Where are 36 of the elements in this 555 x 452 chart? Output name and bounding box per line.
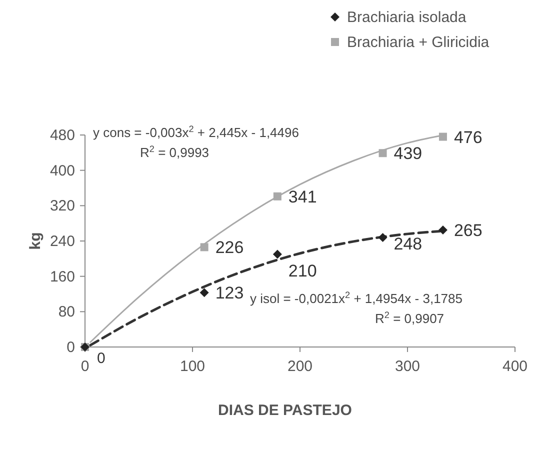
point [273,192,282,200]
x-tick-label: 0 [80,358,90,375]
x-tick-label: 400 [502,358,528,375]
y-tick-label: 320 [50,198,75,215]
y-tick-label: 160 [50,268,75,286]
data-label: 226 [215,238,244,258]
point [438,132,447,141]
point [378,232,388,242]
point [438,225,448,234]
y-tick-label: 400 [50,162,75,180]
point [200,243,208,252]
annotation: R$^{2}$ = 0,9907 [375,310,444,326]
y-tick-label: 240 [50,233,75,250]
data-label: 265 [454,220,482,240]
point [378,149,387,158]
legend-label: Brachiaria isolada [347,9,467,26]
annotation: R$^{2}$ = 0,9993 [140,144,210,160]
y-tick-label: 80 [58,304,75,321]
x-tick-label: 300 [394,358,420,375]
data-label: 123 [215,284,244,303]
data-label: 439 [394,144,422,164]
x-tick-label: 100 [180,358,206,375]
y-tick-label: 480 [50,127,75,144]
annotation: y cons = -0,003x$^{2}$ + 2,445x - 1,4496 [93,124,299,140]
point [200,288,209,298]
annotation: y isol = -0,0021x$^{2}$ + 1,4954x - 3,1785 [250,290,462,306]
data-label: 476 [454,128,482,147]
x-tick-label: 200 [287,358,313,375]
legend-label: Brachiaria + Gliricidia [347,34,490,51]
data-label: 210 [288,261,317,280]
data-label: 341 [288,187,317,206]
y-tick-label: 0 [66,339,75,356]
y-axis-title: kg [27,232,44,250]
point [272,250,282,259]
x-axis-title: DIAS DE PASTEJO [218,402,352,419]
data-label: 248 [394,234,422,254]
